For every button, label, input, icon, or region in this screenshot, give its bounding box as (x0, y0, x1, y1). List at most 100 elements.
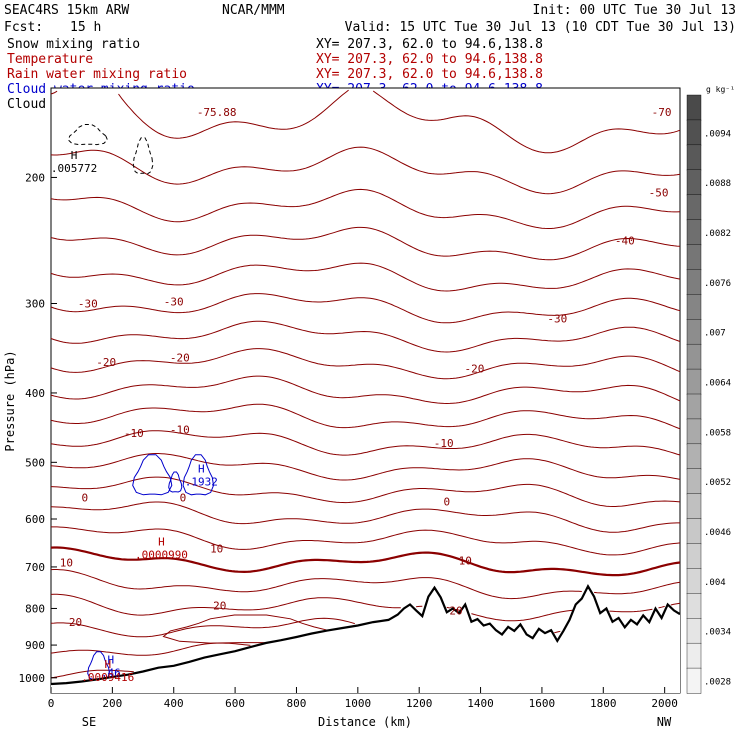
cloud-water-contour (168, 471, 183, 493)
y-axis-label: Pressure (hPa) (3, 350, 17, 451)
y-tick-label: 900 (25, 639, 45, 652)
colorbar-label: .0046 (704, 528, 731, 538)
hydrometeor-contours (67, 124, 339, 681)
colorbar-swatch (686, 219, 702, 246)
x-tick-label: 1200 (406, 697, 433, 710)
colorbar-swatch (686, 119, 702, 146)
temperature-label: -10 (434, 437, 454, 450)
colorbar-swatch (686, 618, 702, 644)
isotherm-line (50, 617, 561, 638)
extremum-kind: H (108, 654, 115, 667)
colorbar-swatch (686, 94, 702, 121)
isotherm-line (50, 546, 681, 577)
colorbar-label: .0076 (704, 279, 731, 289)
y-tick-label: 200 (25, 171, 45, 184)
colorbar-swatch (686, 443, 702, 470)
valid-time: Valid: 15 UTC Tue 30 Jul 13 (10 CDT Tue … (345, 20, 736, 35)
x-end-label-nw: NW (657, 715, 672, 729)
temperature-label: -20 (96, 356, 116, 369)
y-tick-label: 1000 (19, 672, 46, 685)
isotherm-line (50, 501, 680, 533)
colorbar-swatch (686, 319, 702, 345)
model-title: SEAC4RS 15km ARW (4, 3, 129, 18)
x-axis-label: Distance (km) (318, 715, 412, 729)
colorbar: g kg⁻¹ .0094 .0088 .0082 .0076 .007 .0064 .005… (686, 85, 735, 694)
colorbar-swatch (686, 169, 702, 196)
y-tick-label: 300 (25, 298, 45, 311)
temperature-labels: -75.88 -70 -50 -40 -30 -30 -30 -20 -20 -20 -10 -10 -… (60, 106, 672, 629)
x-tick-label: 800 (287, 697, 307, 710)
extremum-marker: H.46 (101, 654, 121, 680)
temperature-label: -50 (649, 187, 669, 200)
colorbar-swatch (686, 269, 702, 296)
temperature-label: 10 (459, 555, 472, 568)
colorbar-swatch (686, 194, 702, 221)
isotherm-line (50, 476, 681, 507)
temperature-label: 10 (60, 556, 73, 569)
extremum-value: .46 (101, 667, 121, 680)
colorbar-swatch (686, 593, 702, 619)
temperature-label: 20 (213, 599, 226, 612)
colorbar-label: .0064 (704, 379, 731, 389)
colorbar-label: .0088 (704, 179, 731, 189)
colorbar-swatch (686, 418, 702, 445)
colorbar-label: .0052 (704, 478, 731, 488)
x-tick-label: 400 (164, 697, 184, 710)
extremum-value: .1932 (185, 475, 218, 488)
extremum-kind: H (71, 149, 78, 162)
isotherm-line (50, 293, 681, 324)
colorbar-swatch (686, 244, 702, 271)
temperature-label: 0 (443, 495, 450, 508)
colorbar-label: .004 (704, 578, 726, 588)
field-section-coords: XY= 207.3, 62.0 to 94.6,138.8 (316, 67, 543, 82)
isotherm-line (50, 146, 681, 195)
extremum-kind: H (158, 536, 165, 549)
colorbar-swatch (686, 468, 702, 495)
x-end-label-se: SE (82, 715, 96, 729)
x-tick-label: 2000 (651, 697, 678, 710)
colorbar-swatch (686, 343, 702, 370)
extremum-marker: H.0009416 (81, 658, 134, 684)
colorbar-swatch (686, 568, 702, 595)
plot-frame (50, 87, 681, 694)
extremum-value: .005772 (51, 162, 97, 175)
field-name: Snow mixing ratio (7, 37, 140, 52)
colorbar-swatch (686, 667, 702, 694)
isotherm-line (50, 89, 681, 154)
cloud-water-contour (182, 454, 215, 496)
init-time: Init: 00 UTC Tue 30 Jul 13 (533, 3, 737, 18)
colorbar-swatch (686, 294, 702, 320)
temperature-label: -75.88 (197, 106, 237, 119)
extremum-marker: H.0000990 (135, 536, 188, 562)
terrain-fill (51, 586, 680, 693)
colorbar-swatch (686, 543, 702, 570)
x-tick-label: 1000 (345, 697, 372, 710)
temperature-label: -20 (464, 363, 484, 376)
cloud-ice-contour (132, 137, 154, 175)
x-tick-label: 1600 (529, 697, 556, 710)
isotherm-line (50, 453, 681, 481)
extremum-marker: H.005772 (51, 149, 97, 175)
temperature-label: 0 (180, 492, 187, 505)
extremum-kind: H (104, 658, 111, 671)
field-name: Rain water mixing ratio (7, 67, 187, 82)
temperature-label: -10 (124, 427, 144, 440)
temperature-label: 20 (69, 616, 82, 629)
x-tick-label: 0 (48, 697, 55, 710)
colorbar-label: .0058 (704, 428, 731, 438)
axes: 0 200 400 600 800 1000 1200 1400 1600 1800 2000200… (19, 171, 678, 710)
x-tick-label: 600 (225, 697, 245, 710)
cloud-ice-contour (67, 124, 108, 146)
fcst-label: Fcst: (4, 20, 43, 35)
temperature-label: 0 (81, 492, 88, 505)
isotherm-line (50, 188, 681, 229)
extremum-kind: H (198, 462, 205, 475)
x-tick-label: 1400 (467, 697, 494, 710)
colorbar-swatch (686, 393, 702, 420)
temperature-label: -30 (164, 295, 184, 308)
colorbar-label: .0028 (704, 678, 731, 688)
temperature-label: -70 (652, 106, 672, 119)
colorbar-label: .0094 (704, 129, 731, 139)
y-tick-label: 800 (25, 602, 45, 615)
